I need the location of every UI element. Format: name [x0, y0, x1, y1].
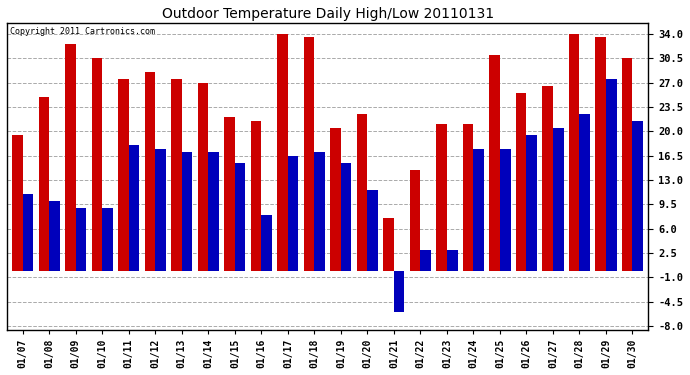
Bar	[171, 79, 182, 270]
Bar	[341, 163, 351, 270]
Bar	[208, 152, 219, 270]
Bar	[595, 38, 606, 270]
Bar	[315, 152, 325, 270]
Bar	[235, 163, 246, 270]
Bar	[277, 34, 288, 270]
Bar	[12, 135, 23, 270]
Bar	[553, 128, 564, 270]
Bar	[569, 34, 580, 270]
Bar	[633, 121, 643, 270]
Bar	[102, 208, 113, 270]
Bar	[357, 114, 367, 270]
Bar	[198, 82, 208, 270]
Bar	[526, 135, 537, 270]
Bar	[288, 156, 299, 270]
Text: Copyright 2011 Cartronics.com: Copyright 2011 Cartronics.com	[10, 27, 155, 36]
Bar	[50, 201, 60, 270]
Bar	[384, 218, 394, 270]
Title: Outdoor Temperature Daily High/Low 20110131: Outdoor Temperature Daily High/Low 20110…	[161, 7, 494, 21]
Bar	[224, 117, 235, 270]
Bar	[250, 121, 262, 270]
Bar	[489, 55, 500, 270]
Bar	[39, 96, 50, 270]
Bar	[542, 86, 553, 270]
Bar	[129, 145, 139, 270]
Bar	[92, 58, 102, 270]
Bar	[420, 250, 431, 270]
Bar	[23, 194, 33, 270]
Bar	[304, 38, 315, 270]
Bar	[580, 114, 590, 270]
Bar	[436, 124, 447, 270]
Bar	[463, 124, 473, 270]
Bar	[66, 44, 76, 270]
Bar	[118, 79, 129, 270]
Bar	[410, 170, 420, 270]
Bar	[500, 149, 511, 270]
Bar	[76, 208, 86, 270]
Bar	[182, 152, 193, 270]
Bar	[155, 149, 166, 270]
Bar	[606, 79, 617, 270]
Bar	[447, 250, 457, 270]
Bar	[262, 215, 272, 270]
Bar	[516, 93, 526, 270]
Bar	[331, 128, 341, 270]
Bar	[394, 270, 404, 312]
Bar	[473, 149, 484, 270]
Bar	[145, 72, 155, 270]
Bar	[367, 190, 378, 270]
Bar	[622, 58, 633, 270]
